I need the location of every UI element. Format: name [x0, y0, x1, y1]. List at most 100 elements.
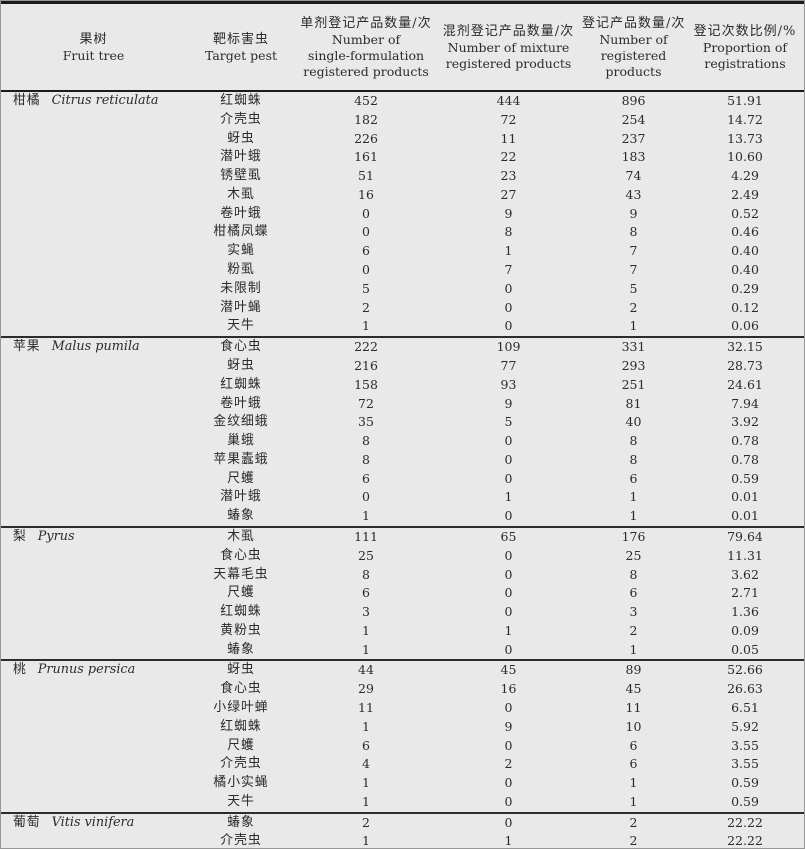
pest-cell: 柑橘凤蝶 [213, 224, 269, 240]
table-row: 蚜虫 216 77 293 28.73 [1, 357, 804, 376]
mixture-count-cell: 5 [504, 414, 513, 430]
single-count-cell: 25 [358, 547, 374, 563]
mixture-count-cell: 9 [504, 205, 513, 221]
pest-cell: 卷叶蛾 [220, 205, 262, 221]
registered-count-cell: 7 [629, 262, 638, 278]
mixture-count-cell: 444 [436, 90, 581, 111]
single-count-cell: 8 [362, 451, 370, 467]
table-row: 天牛 1 0 1 0.59 [1, 793, 804, 813]
pest-cell: 蚜虫 [227, 130, 255, 146]
table-row: 粉虱 0 7 7 0.40 [1, 261, 804, 280]
mixture-count-cell: 0 [504, 547, 513, 563]
single-count-cell: 1 [362, 833, 370, 849]
table-row: 实蝇 6 1 7 0.40 [1, 242, 804, 261]
pest-cell: 天幕毛虫 [213, 566, 269, 582]
registered-count-cell: 11 [625, 700, 642, 715]
col-header-single-en1: Number of [331, 31, 401, 47]
single-count-cell: 3 [362, 604, 370, 620]
table-row: 锈壁虱 51 23 74 4.29 [1, 167, 804, 186]
col-header-registered-zh: 登记产品数量/次 [582, 15, 686, 31]
single-count-cell: 452 [296, 90, 436, 111]
single-count-cell: 0 [362, 489, 370, 505]
registered-count-cell: 1 [629, 489, 638, 505]
single-count-cell: 226 [354, 130, 378, 146]
proportion-cell: 0.01 [731, 508, 759, 524]
registered-count-cell: 45 [625, 681, 642, 697]
single-count-cell: 1 [362, 793, 370, 809]
registered-count-cell: 1 [629, 508, 638, 524]
table-row: 橘小实蝇 1 0 1 0.59 [1, 774, 804, 793]
table-row: 介壳虫 182 72 254 14.72 [1, 111, 804, 130]
proportion-cell: 51.91 [686, 90, 804, 111]
mixture-count-cell: 7 [504, 262, 513, 278]
single-count-cell: 1 [362, 318, 370, 334]
proportion-cell: 0.52 [731, 205, 759, 221]
single-count-cell: 161 [354, 149, 378, 165]
pest-cell: 蝽象 [227, 641, 255, 657]
table-row: 黄粉虫 1 1 2 0.09 [1, 622, 804, 641]
fruit-name-latin: Citrus reticulata [51, 93, 159, 108]
fruit-name-latin: Pyrus [37, 528, 75, 544]
proportion-cell: 3.92 [731, 414, 759, 430]
col-header-fruit-tree: 果树 Fruit tree [1, 1, 186, 92]
fruit-tree-cell: 苹果 Malus pumila [1, 336, 186, 527]
pest-cell: 未限制 [220, 280, 262, 296]
table-row: 食心虫 29 16 45 26.63 [1, 680, 804, 699]
registered-count-cell: 8 [629, 451, 638, 467]
pest-cell: 木虱 [186, 525, 296, 547]
registered-count-cell: 2 [629, 833, 638, 849]
pest-cell: 食心虫 [220, 681, 262, 697]
proportion-cell: 79.64 [686, 525, 804, 547]
table-row: 尺蠖 6 0 6 0.59 [1, 470, 804, 489]
single-count-cell: 2 [296, 811, 436, 833]
pest-cell: 实蝇 [227, 243, 255, 259]
col-header-mixture: 混剂登记产品数量/次 Number of mixture registered … [436, 1, 581, 92]
single-count-cell: 8 [362, 433, 370, 449]
pest-cell: 蝽象 [186, 811, 296, 833]
mixture-count-cell: 22 [500, 149, 517, 165]
registered-count-cell: 8 [629, 224, 638, 240]
single-count-cell: 216 [354, 357, 378, 373]
table-row: 未限制 5 0 5 0.29 [1, 280, 804, 299]
fruit-name-zh: 桃 [13, 662, 27, 678]
registered-count-cell: 81 [625, 395, 642, 411]
col-header-single-zh: 单剂登记产品数量/次 [300, 15, 432, 31]
col-header-registered-en3: products [605, 63, 662, 79]
registered-count-cell: 331 [581, 336, 686, 357]
single-count-cell: 35 [358, 414, 374, 430]
table-row: 潜叶蝇 2 0 2 0.12 [1, 299, 804, 318]
fruit-tree-cell: 桃 Prunus persica [1, 659, 186, 813]
col-header-registered-en1: Number of [599, 31, 668, 47]
fruit-name-latin: Prunus persica [37, 662, 136, 678]
pest-cell: 黄粉虫 [220, 622, 262, 638]
registered-count-cell: 2 [629, 622, 638, 638]
pest-cell: 粉虱 [227, 262, 255, 278]
fruit-tree-cell: 柑橘 Citrus reticulata [1, 89, 186, 338]
proportion-cell: 26.63 [727, 681, 763, 697]
mixture-count-cell: 0 [504, 280, 513, 296]
pest-cell: 潜叶蛾 [220, 489, 262, 505]
registered-count-cell: 74 [625, 168, 642, 184]
table-header: 果树 Fruit tree 靶标害虫 Target pest 单剂登记产品数量/… [1, 1, 804, 92]
table-row: 柑橘 Citrus reticulata 红蜘蛛 452 444 896 51.91 [1, 89, 804, 338]
single-count-cell: 1 [362, 775, 370, 791]
registered-count-cell: 25 [625, 547, 642, 563]
single-count-cell: 16 [358, 186, 374, 202]
pest-cell: 天牛 [227, 793, 255, 809]
table-row: 木虱 16 27 43 2.49 [1, 186, 804, 205]
pest-cell: 介壳虫 [220, 833, 262, 849]
single-count-cell: 0 [362, 262, 370, 278]
mixture-count-cell: 0 [504, 700, 513, 715]
proportion-cell: 22.22 [727, 833, 763, 849]
proportion-cell: 0.40 [731, 243, 759, 259]
pest-cell: 尺蠖 [227, 737, 255, 753]
single-count-cell: 0 [362, 224, 370, 240]
registered-count-cell: 6 [629, 737, 638, 753]
registered-count-cell: 6 [629, 470, 638, 486]
table-row: 蚜虫 226 11 237 13.73 [1, 130, 804, 149]
registered-count-cell: 40 [625, 414, 642, 430]
single-count-cell: 1 [362, 641, 370, 657]
fruit-name-latin: Vitis vinifera [51, 814, 135, 830]
